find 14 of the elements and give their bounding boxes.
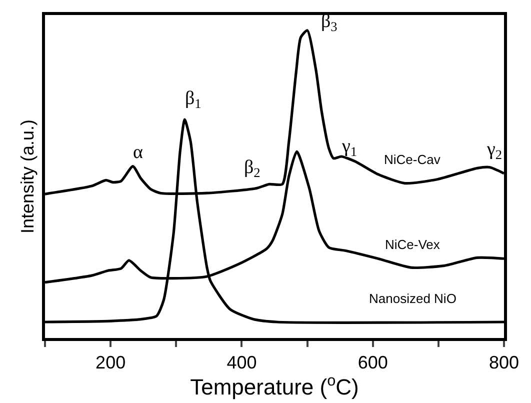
annotation: α <box>133 142 143 163</box>
series-label: Nanosized NiO <box>369 291 456 306</box>
annotation: γ$_{1}$ <box>341 136 358 159</box>
annotation: γ$_{2}$ <box>486 139 502 162</box>
series-label: NiCe-Vex <box>385 237 440 252</box>
x-tick-label: 800 <box>488 352 520 372</box>
annotation: β$_{2}$ <box>244 157 260 180</box>
x-tick-label: 600 <box>358 352 388 372</box>
y-axis-title: Intensity (a.u.) <box>17 119 38 234</box>
x-axis-title: Temperature ($^{o}$C) <box>190 372 359 400</box>
x-tick-label: 200 <box>96 352 126 372</box>
x-tick-label: 400 <box>226 352 257 372</box>
series-label: NiCe-Cav <box>384 152 441 167</box>
annotation: β$_{1}$ <box>185 88 202 111</box>
